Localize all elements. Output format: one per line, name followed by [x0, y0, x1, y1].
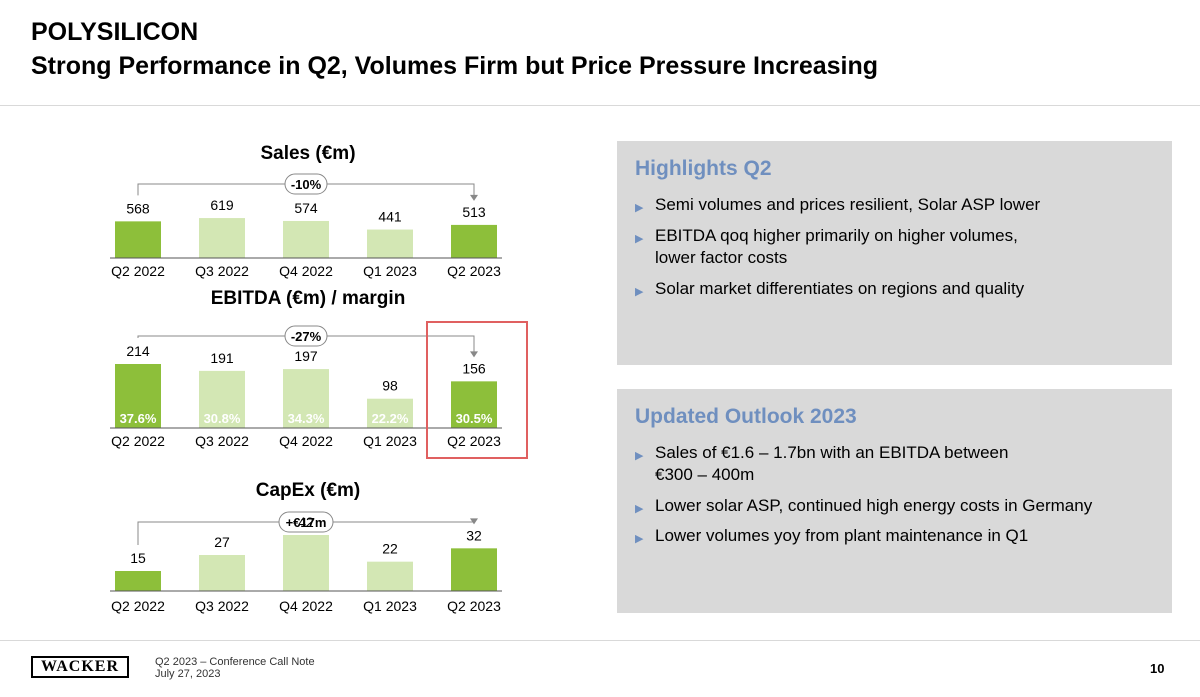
bar [451, 381, 497, 428]
bullet-triangle-icon: ▶ [635, 533, 644, 545]
outlook-item-text: Lower volumes yoy from plant maintenance… [655, 526, 1029, 545]
data-label: 197 [294, 348, 318, 364]
margin-label: 30.8% [204, 411, 241, 426]
data-label: 32 [466, 527, 482, 543]
highlights-item-text-cont: lower factor costs [655, 248, 788, 267]
category-label: Q2 2023 [447, 598, 501, 614]
bar [115, 571, 161, 591]
bar [451, 548, 497, 591]
ebitda-chart-title: EBITDA (€m) / margin [210, 288, 406, 309]
bar [283, 535, 329, 591]
bar [199, 218, 245, 258]
divider-top [0, 105, 1200, 106]
highlights-item: ▶ Semi volumes and prices resilient, Sol… [635, 194, 1040, 219]
category-label: Q1 2023 [363, 263, 417, 279]
sales-chart-title: Sales (€m) [260, 143, 356, 164]
bar [451, 224, 497, 258]
footer-date: July 27, 2023 [155, 668, 221, 680]
margin-label: 34.3% [288, 411, 325, 426]
bar [367, 561, 413, 591]
change-pill [284, 173, 328, 195]
data-label: 27 [214, 534, 230, 550]
wacker-logo: WACKER [31, 656, 129, 678]
bar [199, 370, 245, 428]
change-pill [284, 325, 328, 347]
outlook-item-text: Sales of €1.6 – 1.7bn with an EBITDA bet… [655, 443, 1009, 462]
category-label: Q4 2022 [279, 433, 333, 449]
highlights-item-text: Solar market differentiates on regions a… [655, 279, 1025, 298]
category-label: Q2 2023 [447, 263, 501, 279]
category-label: Q2 2022 [111, 263, 165, 279]
bullet-triangle-icon: ▶ [635, 450, 644, 462]
bar [199, 555, 245, 591]
data-label: 214 [126, 343, 150, 359]
data-label: 191 [210, 350, 234, 366]
category-label: Q1 2023 [363, 433, 417, 449]
change-label: -27% [291, 329, 322, 344]
data-label: 22 [382, 541, 398, 557]
outlook-item: ▶ Lower solar ASP, continued high energy… [635, 495, 1092, 520]
highlights-box: Highlights Q2 ▶ Semi volumes and prices … [617, 141, 1172, 365]
data-label: 568 [126, 200, 150, 216]
ebitda-chart: -27% 214 Q2 2022 37.6% 191 Q3 2022 30.8% 197 Q4 … [110, 325, 502, 449]
data-label: 619 [210, 197, 234, 213]
highlights-item: ▶ EBITDA qoq higher primarily on higher … [635, 225, 1018, 269]
q2-2023-ebitda-highlight [426, 321, 528, 459]
data-label: 42 [298, 514, 314, 530]
data-label: 513 [462, 204, 486, 220]
data-label: 15 [130, 550, 146, 566]
capex-chart-title: CapEx (€m) [255, 480, 361, 501]
capex-chart: +€17m 15 Q2 2022 27 Q3 2022 42 Q4 2022 22 Q1 202… [110, 511, 502, 614]
category-label: Q2 2022 [111, 598, 165, 614]
bullet-triangle-icon: ▶ [635, 233, 644, 245]
margin-label: 22.2% [372, 411, 409, 426]
bar [115, 364, 161, 428]
outlook-item: ▶ Lower volumes yoy from plant maintenan… [635, 525, 1028, 550]
change-arrow-icon [470, 194, 478, 201]
change-label: -10% [291, 177, 322, 192]
outlook-item-text: Lower solar ASP, continued high energy c… [655, 496, 1093, 515]
category-label: Q2 2023 [447, 433, 501, 449]
data-label: 98 [382, 378, 398, 394]
data-label: 574 [294, 200, 318, 216]
outlook-item: ▶ Sales of €1.6 – 1.7bn with an EBITDA b… [635, 442, 1008, 486]
bullet-triangle-icon: ▶ [635, 286, 644, 298]
change-arrow-icon [470, 351, 478, 358]
category-label: Q1 2023 [363, 598, 417, 614]
bar [283, 369, 329, 428]
margin-label: 37.6% [120, 411, 157, 426]
bar [367, 229, 413, 258]
change-pill [278, 511, 334, 533]
outlook-item-text-cont: €300 – 400m [655, 465, 755, 484]
bar [367, 398, 413, 428]
highlights-item-text: EBITDA qoq higher primarily on higher vo… [655, 226, 1018, 245]
change-arrow-icon [470, 518, 478, 525]
footer-event: Q2 2023 – Conference Call Note [155, 656, 315, 668]
page-title: POLYSILICON [31, 18, 199, 46]
change-label: +€17m [286, 515, 327, 530]
bullet-triangle-icon: ▶ [635, 503, 644, 515]
margin-label: 30.5% [456, 411, 493, 426]
highlights-item: ▶ Solar market differentiates on regions… [635, 278, 1024, 303]
category-label: Q2 2022 [111, 433, 165, 449]
category-label: Q3 2022 [195, 598, 249, 614]
bullet-triangle-icon: ▶ [635, 202, 644, 214]
divider-bottom [0, 640, 1200, 641]
category-label: Q3 2022 [195, 433, 249, 449]
bar [283, 220, 329, 258]
data-label: 156 [462, 360, 486, 376]
page-number: 10 [1150, 661, 1165, 676]
highlights-item-text: Semi volumes and prices resilient, Solar… [655, 195, 1041, 214]
sales-chart: -10% 568 Q2 2022 619 Q3 2022 574 Q4 2022 441 Q1 … [110, 173, 502, 279]
category-label: Q4 2022 [279, 598, 333, 614]
outlook-box: Updated Outlook 2023 ▶ Sales of €1.6 – 1… [617, 389, 1172, 613]
category-label: Q3 2022 [195, 263, 249, 279]
highlights-heading: Highlights Q2 [635, 157, 772, 180]
category-label: Q4 2022 [279, 263, 333, 279]
outlook-heading: Updated Outlook 2023 [635, 405, 857, 428]
page-subtitle: Strong Performance in Q2, Volumes Firm b… [31, 52, 879, 80]
bar [115, 221, 161, 258]
data-label: 441 [378, 209, 402, 225]
